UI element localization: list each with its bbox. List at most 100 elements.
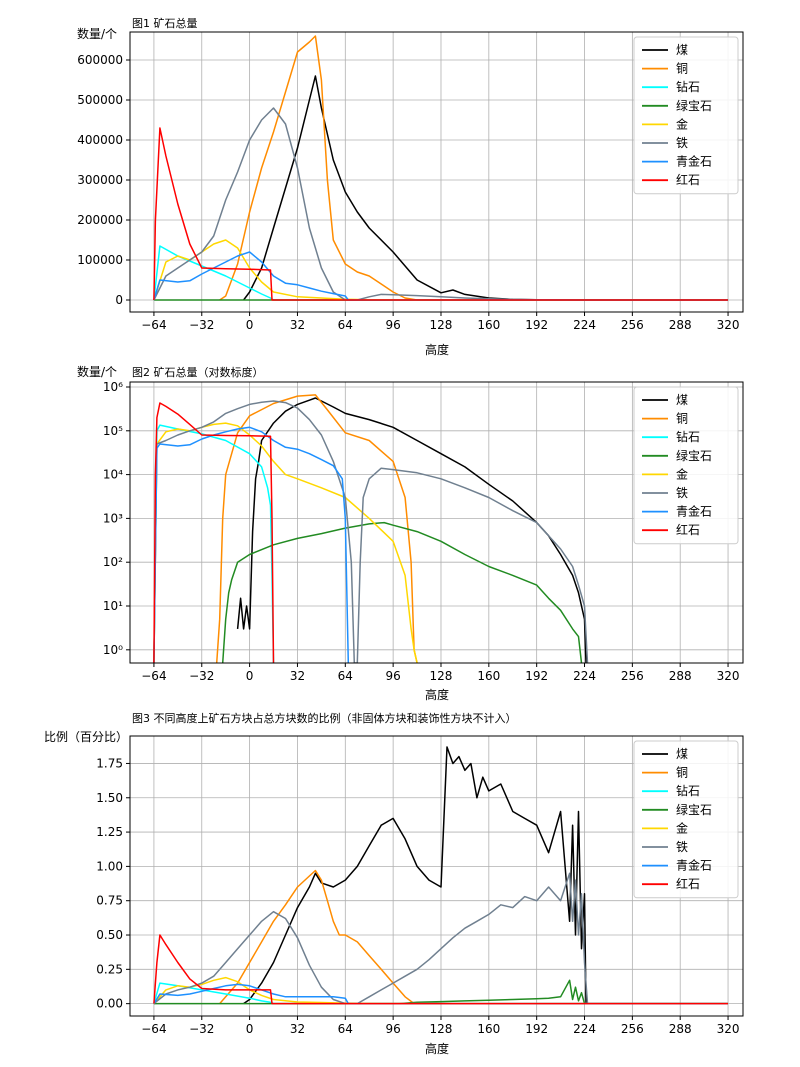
- legend-label: 青金石: [676, 154, 712, 169]
- x-tick-label: 0: [246, 669, 254, 683]
- x-tick-label: 0: [246, 1022, 254, 1036]
- series-line-青金石: [153, 426, 350, 663]
- x-tick-label: 128: [430, 669, 453, 683]
- legend-label: 绿宝石: [676, 448, 712, 463]
- legend-label: 红石: [676, 876, 700, 891]
- x-tick-label: −64: [141, 1022, 166, 1036]
- legend-label: 青金石: [676, 858, 712, 873]
- y-tick-label: 1.00: [96, 859, 123, 873]
- y-tick-label: 1.75: [96, 756, 123, 770]
- legend-label: 绿宝石: [676, 98, 712, 113]
- x-tick-label: 32: [290, 1022, 305, 1036]
- legend-label: 铁: [676, 136, 688, 150]
- plot-frame: [129, 735, 744, 1017]
- x-tick-label: 256: [621, 669, 644, 683]
- legend-label: 钻石: [676, 429, 700, 444]
- y-tick-label: 10⁴: [103, 468, 123, 482]
- y-tick-label: 10²: [103, 555, 123, 569]
- x-tick-label: 320: [717, 669, 740, 683]
- series-line-绿宝石: [153, 979, 728, 1005]
- x-tick-label: 192: [525, 669, 548, 683]
- y-tick-label: 100000: [77, 253, 123, 267]
- series-group: [153, 746, 728, 1005]
- legend-label: 金: [676, 116, 688, 131]
- x-tick-label: 96: [386, 669, 401, 683]
- x-tick-label: −32: [189, 669, 214, 683]
- y-tick-label: 10³: [103, 511, 123, 525]
- legend-label: 金: [676, 820, 688, 835]
- chart-title: 图3 不同高度上矿石方块占总方块数的比例（非固体方块和装饰性方块不计入）: [132, 711, 517, 725]
- legend-label: 铜: [676, 411, 688, 426]
- x-tick-label: −64: [141, 669, 166, 683]
- x-tick-label: 96: [386, 318, 401, 332]
- series-line-铁: [153, 872, 728, 1005]
- x-tick-label: 320: [717, 318, 740, 332]
- legend-label: 铁: [676, 486, 688, 500]
- y-tick-label: 0: [115, 293, 123, 307]
- legend-label: 钻石: [676, 783, 700, 798]
- series-line-绿宝石: [221, 521, 583, 663]
- y-axis-label: 比例（百分比）: [44, 730, 128, 744]
- series-group: [153, 35, 728, 301]
- legend-label: 钻石: [676, 79, 700, 94]
- x-tick-label: 160: [477, 318, 500, 332]
- x-tick-label: 288: [669, 1022, 692, 1036]
- series-line-青金石: [153, 251, 728, 301]
- y-tick-label: 200000: [77, 213, 123, 227]
- legend-label: 煤: [676, 43, 688, 57]
- legend-box: [633, 36, 739, 195]
- x-tick-label: 32: [290, 669, 305, 683]
- y-axis-label: 数量/个: [77, 364, 117, 379]
- series-line-铜: [215, 394, 418, 663]
- series-line-铜: [219, 35, 728, 301]
- legend-label: 铜: [676, 61, 688, 76]
- y-axis-label: 数量/个: [77, 26, 117, 41]
- series-line-金: [153, 422, 418, 663]
- y-tick-label: 10⁶: [103, 380, 123, 394]
- x-tick-label: 256: [621, 1022, 644, 1036]
- x-axis-label: 高度: [425, 687, 449, 702]
- x-tick-label: 160: [477, 669, 500, 683]
- legend-box: [633, 386, 739, 545]
- legend-label: 青金石: [676, 504, 712, 519]
- series-line-铁: [153, 400, 589, 663]
- x-tick-label: 32: [290, 318, 305, 332]
- series-line-煤: [243, 746, 587, 1005]
- legend-label: 煤: [676, 393, 688, 407]
- x-tick-label: 128: [430, 1022, 453, 1036]
- x-tick-label: 256: [621, 318, 644, 332]
- legend-label: 铜: [676, 765, 688, 780]
- x-tick-label: 192: [525, 1022, 548, 1036]
- x-tick-label: 128: [430, 318, 453, 332]
- x-tick-label: 96: [386, 1022, 401, 1036]
- series-line-钻石: [153, 424, 275, 663]
- series-line-铁: [153, 107, 728, 301]
- legend-label: 金: [676, 466, 688, 481]
- legend-label: 红石: [676, 172, 700, 187]
- chart-panel-2: 图2 矿石总量（对数标度） 数量/个 高度 −64 −32 0 32 64 96 128 16…: [77, 364, 744, 702]
- x-tick-label: 64: [338, 318, 353, 332]
- y-tick-label: 400000: [77, 133, 123, 147]
- legend-box: [633, 740, 739, 899]
- y-tick-label: 1.50: [96, 791, 123, 805]
- legend-label: 红石: [676, 522, 700, 537]
- y-tick-label: 0.25: [96, 962, 123, 976]
- series-line-红石: [153, 934, 728, 1005]
- chart-title: 图2 矿石总量（对数标度）: [132, 365, 264, 379]
- plot-frame: [129, 381, 744, 664]
- x-tick-label: 288: [669, 669, 692, 683]
- series-group: [153, 394, 589, 663]
- legend-label: 铁: [676, 840, 688, 854]
- x-tick-label: −32: [189, 318, 214, 332]
- x-tick-label: −64: [141, 318, 166, 332]
- grid: [130, 382, 743, 663]
- y-tick-label: 1.25: [96, 825, 123, 839]
- y-tick-label: 10⁰: [103, 643, 123, 657]
- x-tick-label: 224: [573, 318, 596, 332]
- series-line-铜: [219, 869, 728, 1005]
- x-tick-label: −32: [189, 1022, 214, 1036]
